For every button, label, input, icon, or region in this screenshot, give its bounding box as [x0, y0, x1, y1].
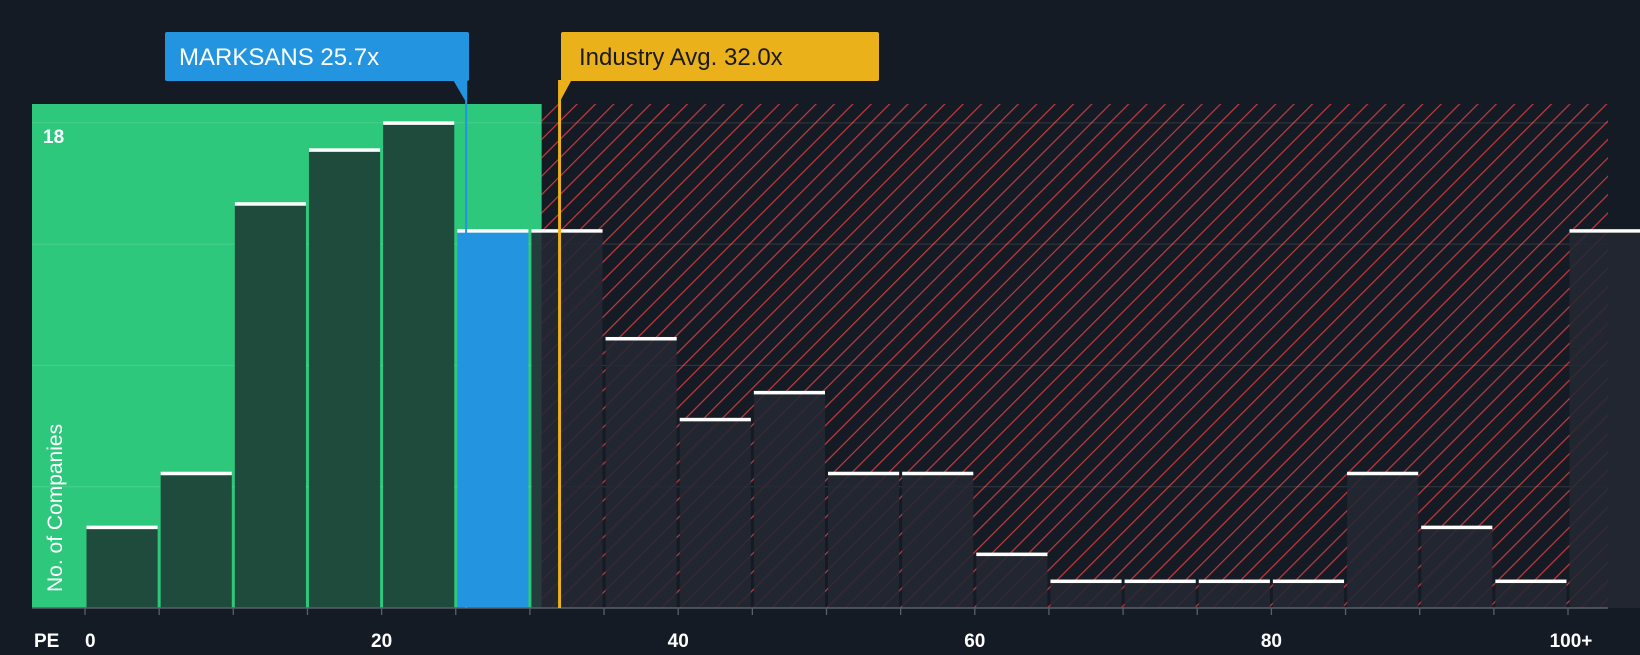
- bar-cap: [1495, 580, 1566, 584]
- bar-cap: [383, 121, 454, 125]
- histogram-bar: [309, 150, 380, 608]
- x-tick-label: 40: [668, 631, 689, 650]
- histogram-bar: [1347, 473, 1418, 608]
- histogram-bar: [606, 338, 677, 608]
- bar-cap: [1125, 580, 1196, 584]
- histogram-bar: [680, 419, 751, 608]
- bar-cap: [1273, 580, 1344, 584]
- histogram-bar: [754, 392, 825, 608]
- x-tick-label: 0: [85, 631, 96, 650]
- histogram-bar: [87, 527, 158, 608]
- histogram-bar: [1199, 581, 1270, 608]
- bar-cap: [680, 418, 751, 422]
- histogram-bar: [1125, 581, 1196, 608]
- x-tick-label: 60: [964, 631, 985, 650]
- histogram-bar: [1570, 231, 1640, 608]
- bar-cap: [606, 337, 677, 341]
- bar-cap: [902, 472, 973, 476]
- histogram-bar: [457, 231, 528, 608]
- histogram-bar: [235, 204, 306, 608]
- histogram-bar: [1421, 527, 1492, 608]
- company-label-pointer: [453, 80, 467, 104]
- histogram-bar: [902, 473, 973, 608]
- bar-cap: [161, 472, 232, 476]
- bar-cap: [309, 148, 380, 152]
- histogram-bar: [1050, 581, 1121, 608]
- bar-cap: [1421, 526, 1492, 530]
- x-tick-label: 100+: [1550, 631, 1593, 650]
- bar-cap: [1199, 580, 1270, 584]
- y-tick-label: 18: [43, 127, 64, 148]
- histogram-bar: [383, 123, 454, 608]
- bar-cap: [976, 553, 1047, 557]
- histogram-bar: [161, 473, 232, 608]
- histogram-bar: [976, 554, 1047, 608]
- bar-cap: [828, 472, 899, 476]
- company-label-text: MARKSANS 25.7x: [179, 44, 379, 71]
- industry-label-text: Industry Avg. 32.0x: [579, 44, 783, 71]
- x-tick-label: 20: [371, 631, 392, 650]
- x-axis-label: PE: [34, 631, 59, 650]
- bar-cap: [1050, 580, 1121, 584]
- histogram-bar: [1273, 581, 1344, 608]
- bar-cap: [235, 202, 306, 206]
- bar-cap: [1570, 229, 1640, 233]
- x-tick-label: 80: [1261, 631, 1282, 650]
- bar-cap: [1347, 472, 1418, 476]
- bar-cap: [87, 526, 158, 530]
- histogram-bar: [1495, 581, 1566, 608]
- bar-cap: [531, 229, 602, 233]
- y-axis-label: No. of Companies: [44, 424, 67, 592]
- histogram-bar: [828, 473, 899, 608]
- bar-cap: [457, 229, 528, 233]
- bar-cap: [754, 391, 825, 395]
- histogram-bar: [531, 231, 602, 608]
